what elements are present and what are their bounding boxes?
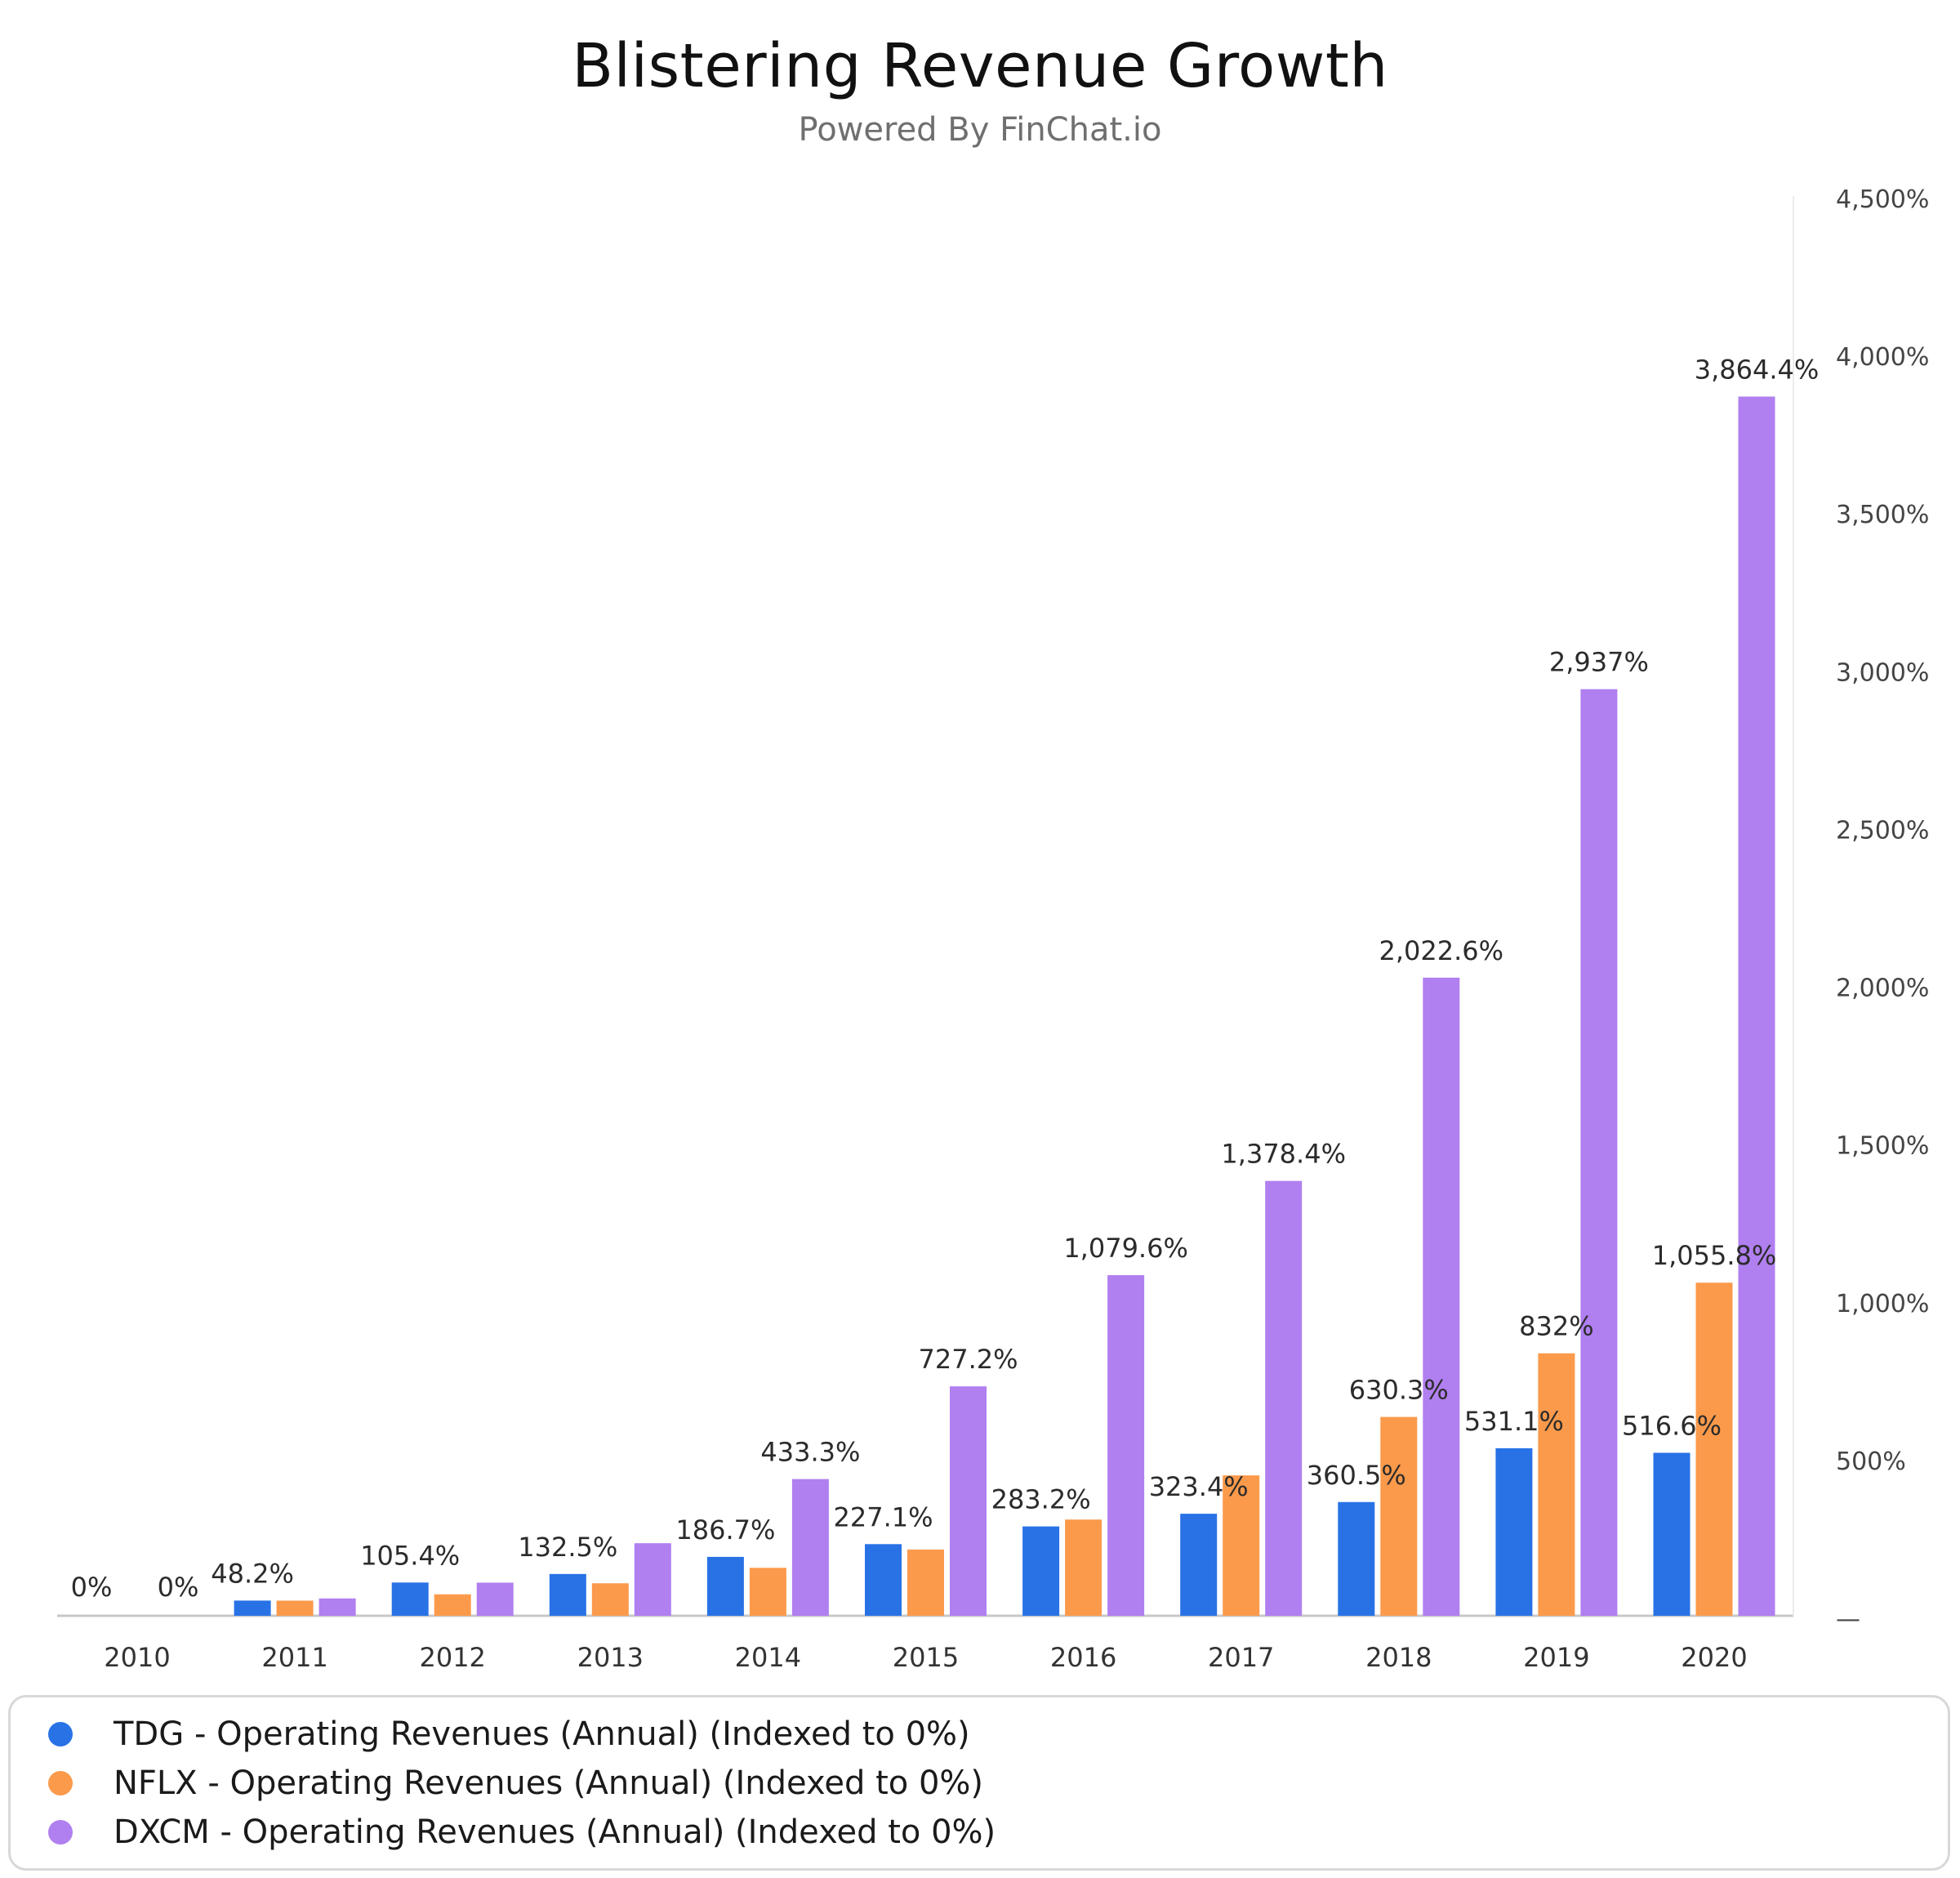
y-tick-label: — xyxy=(1836,1605,1860,1634)
bar-tdg-2015 xyxy=(865,1544,902,1616)
bar-nflx-2013 xyxy=(591,1583,629,1616)
data-label: 105.4% xyxy=(360,1540,460,1571)
x-tick-label: 2012 xyxy=(419,1642,485,1673)
data-label: 1,079.6% xyxy=(1063,1233,1188,1264)
data-label: 283.2% xyxy=(991,1484,1091,1515)
bar-dxcm-2018 xyxy=(1423,977,1460,1616)
bar-nflx-2019 xyxy=(1538,1353,1575,1616)
bar-nflx-2014 xyxy=(749,1568,786,1616)
data-label: 2,022.6% xyxy=(1379,935,1504,966)
data-label: 132.5% xyxy=(518,1532,617,1563)
data-label: 433.3% xyxy=(760,1437,860,1468)
bar-tdg-2020 xyxy=(1653,1452,1690,1616)
data-label: 1,378.4% xyxy=(1221,1139,1346,1170)
y-tick-label: 3,500% xyxy=(1836,501,1929,529)
x-tick-label: 2014 xyxy=(735,1642,801,1673)
bar-nflx-2020 xyxy=(1695,1282,1733,1616)
legend-dot-dxcm xyxy=(48,1820,73,1845)
data-label: 1,055.8% xyxy=(1652,1240,1777,1271)
data-label: 531.1% xyxy=(1464,1406,1564,1437)
data-label: 516.6% xyxy=(1622,1410,1722,1441)
data-label: 630.3% xyxy=(1349,1375,1449,1406)
bar-dxcm-2017 xyxy=(1265,1180,1303,1616)
y-tick-label: 3,000% xyxy=(1836,658,1929,687)
bar-nflx-2011 xyxy=(276,1600,314,1616)
x-tick-label: 2020 xyxy=(1681,1642,1747,1673)
y-tick-label: 500% xyxy=(1836,1448,1906,1476)
bar-dxcm-2019 xyxy=(1580,689,1618,1617)
legend-item-dxcm[interactable]: DXCM - Operating Revenues (Annual) (Inde… xyxy=(48,1808,996,1857)
y-tick-label: 4,500% xyxy=(1836,185,1929,214)
chart-subtitle: Powered By FinChat.io xyxy=(798,111,1162,149)
bar-nflx-2016 xyxy=(1065,1519,1102,1616)
bar-dxcm-2014 xyxy=(791,1479,829,1616)
bar-tdg-2012 xyxy=(391,1582,429,1616)
legend-item-tdg[interactable]: TDG - Operating Revenues (Annual) (Index… xyxy=(48,1710,970,1759)
legend-dot-nflx xyxy=(48,1771,73,1795)
y-tick-label: 2,500% xyxy=(1836,816,1929,845)
y-tick-label: 1,000% xyxy=(1836,1290,1929,1318)
bar-tdg-2016 xyxy=(1022,1526,1060,1616)
y-tick-label: 4,000% xyxy=(1836,343,1929,372)
x-tick-label: 2010 xyxy=(104,1642,170,1673)
x-tick-label: 2015 xyxy=(893,1642,959,1673)
bar-nflx-2018 xyxy=(1380,1416,1418,1616)
legend-label-tdg: TDG - Operating Revenues (Annual) (Index… xyxy=(114,1715,970,1753)
bar-dxcm-2011 xyxy=(318,1598,356,1616)
legend-item-nflx[interactable]: NFLX - Operating Revenues (Annual) (Inde… xyxy=(48,1759,983,1808)
x-tick-label: 2017 xyxy=(1208,1642,1274,1673)
data-label: 0% xyxy=(71,1572,113,1603)
bar-dxcm-2020 xyxy=(1738,396,1775,1616)
data-label: 832% xyxy=(1519,1311,1593,1342)
bar-tdg-2017 xyxy=(1180,1514,1218,1616)
y-tick-label: 1,500% xyxy=(1836,1132,1929,1161)
bar-dxcm-2013 xyxy=(634,1543,671,1616)
legend-label-nflx: NFLX - Operating Revenues (Annual) (Inde… xyxy=(114,1764,984,1802)
bar-dxcm-2016 xyxy=(1107,1275,1145,1616)
bar-tdg-2019 xyxy=(1495,1448,1533,1616)
bar-tdg-2014 xyxy=(706,1556,744,1616)
data-label: 727.2% xyxy=(918,1344,1018,1375)
x-tick-label: 2018 xyxy=(1365,1642,1432,1673)
data-label: 48.2% xyxy=(211,1558,294,1589)
data-label: 0% xyxy=(158,1572,199,1603)
data-label: 2,937% xyxy=(1549,647,1649,678)
y-tick-label: 2,000% xyxy=(1836,975,1929,1003)
data-label: 323.4% xyxy=(1149,1471,1249,1502)
data-label: 186.7% xyxy=(675,1514,775,1546)
bar-nflx-2015 xyxy=(907,1549,944,1616)
data-label: 3,864.4% xyxy=(1695,354,1820,385)
x-tick-label: 2016 xyxy=(1050,1642,1116,1673)
x-tick-label: 2019 xyxy=(1523,1642,1589,1673)
bar-dxcm-2015 xyxy=(950,1386,987,1616)
chart-title: Blistering Revenue Growth xyxy=(572,31,1388,101)
bar-nflx-2012 xyxy=(434,1594,471,1616)
bar-tdg-2018 xyxy=(1338,1501,1375,1616)
bar-dxcm-2012 xyxy=(476,1582,514,1616)
data-label: 227.1% xyxy=(833,1501,933,1532)
bar-nflx-2017 xyxy=(1223,1475,1260,1616)
legend-label-dxcm: DXCM - Operating Revenues (Annual) (Inde… xyxy=(114,1813,996,1851)
bar-chart: — 500% 1,000% 1,500% 2,000% 2,500% 3,000% 3,500… xyxy=(57,185,1929,1673)
x-tick-label: 2011 xyxy=(261,1642,327,1673)
legend-dot-tdg xyxy=(48,1722,73,1746)
data-label: 360.5% xyxy=(1307,1460,1406,1491)
bar-tdg-2013 xyxy=(549,1573,586,1616)
legend: TDG - Operating Revenues (Annual) (Index… xyxy=(8,1695,1950,1871)
x-tick-label: 2013 xyxy=(577,1642,644,1673)
bar-tdg-2011 xyxy=(234,1600,271,1616)
